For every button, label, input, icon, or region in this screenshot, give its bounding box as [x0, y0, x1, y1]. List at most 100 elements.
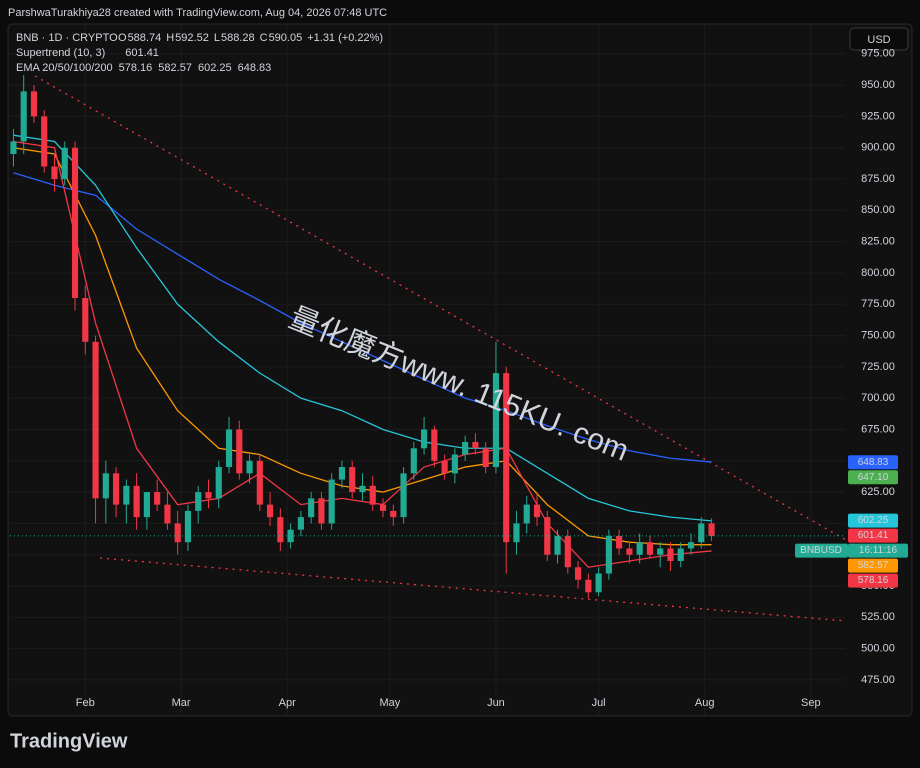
candle-body — [143, 492, 150, 518]
ema-line — [13, 140, 712, 568]
ohlc-value: 590.05 — [269, 32, 303, 44]
candle-body — [20, 91, 27, 142]
candle-body — [328, 479, 335, 524]
candle-body — [297, 517, 304, 530]
candle-body — [215, 467, 222, 499]
ema-line — [13, 134, 712, 522]
candle-body — [472, 442, 479, 449]
candle-body — [667, 548, 674, 561]
candle-body — [267, 504, 274, 518]
candle-body — [451, 454, 458, 474]
candle-body — [51, 166, 58, 180]
candle-body — [564, 535, 571, 568]
chart-panel — [7, 23, 913, 717]
countdown: 16:11:16 — [859, 545, 898, 556]
supertrend-value: 601.41 — [125, 47, 159, 59]
ohlc-key: O — [118, 32, 127, 44]
candle-body — [359, 485, 366, 493]
candle-body — [225, 429, 233, 468]
price-badge-label: 582.57 — [858, 560, 889, 571]
candle-body — [133, 485, 140, 518]
symbol: BNB · 1D · CRYPTO — [16, 32, 118, 44]
candle-body — [308, 498, 315, 518]
candle-body — [698, 523, 705, 543]
ema-value: 602.25 — [198, 62, 232, 74]
symbol-badge — [795, 543, 848, 558]
y-tick-label: 625.00 — [861, 486, 895, 498]
price-badge — [848, 470, 898, 485]
y-tick-label: 700.00 — [861, 392, 895, 404]
legend: BNB · 1D · CRYPTO O 588.74 H 592.52 L 588.28 C 5… — [16, 32, 383, 74]
x-tick-label: Mar — [172, 697, 191, 709]
candle-body — [431, 429, 438, 461]
candle-body — [379, 504, 387, 511]
ohlc-value: 588.28 — [221, 32, 255, 44]
candle-body — [687, 542, 695, 549]
candle-body — [533, 504, 541, 518]
candle-body — [503, 373, 510, 543]
candle-body — [441, 460, 448, 474]
ema-name: EMA 20/50/100/200 — [16, 62, 113, 74]
y-tick-label: 725.00 — [861, 361, 895, 373]
candle-body — [61, 147, 68, 180]
candle-body — [102, 473, 109, 499]
candle-body — [544, 517, 551, 555]
candle-body — [616, 535, 623, 549]
currency-button[interactable] — [849, 27, 909, 51]
candle-body — [154, 492, 161, 505]
attribution: ParshwaTurakhiya28 created with TradingV… — [8, 7, 387, 19]
candle-body — [410, 448, 417, 474]
candle-body — [205, 492, 212, 499]
y-tick-label: 800.00 — [861, 267, 895, 279]
candle-body — [338, 467, 346, 480]
candle-body — [236, 429, 243, 474]
candle-body — [513, 523, 520, 543]
y-tick-label: 825.00 — [861, 236, 895, 248]
y-tick-label: 750.00 — [861, 329, 895, 341]
price-badge — [848, 455, 898, 470]
price-badge — [848, 528, 898, 543]
ema-value: 578.16 — [119, 62, 153, 74]
ohlc-key: L — [214, 32, 220, 44]
candle-body — [482, 448, 489, 468]
price-badge — [848, 543, 908, 558]
ohlc-value: 588.74 — [128, 32, 162, 44]
ema-line — [13, 172, 712, 463]
candle-body — [595, 573, 602, 593]
supertrend-name: Supertrend (10, 3) — [16, 47, 105, 59]
y-tick-label: 500.00 — [861, 643, 895, 655]
y-tick-label: 775.00 — [861, 298, 895, 310]
candle-body — [554, 535, 561, 555]
candle-body — [246, 460, 253, 474]
candle-body — [708, 523, 715, 536]
candle-body — [123, 485, 130, 505]
x-tick-label: Jul — [592, 697, 606, 709]
candle-body — [184, 510, 192, 543]
ohlc-value: 592.52 — [175, 32, 209, 44]
candle-body — [400, 473, 407, 518]
candle-body — [256, 460, 263, 505]
y-tick-label: 925.00 — [861, 110, 895, 122]
y-tick-label: 950.00 — [861, 79, 895, 91]
price-badge — [848, 573, 898, 588]
ema-value: 648.83 — [238, 62, 272, 74]
price-badge-label: 602.25 — [858, 515, 889, 526]
candle-body — [636, 542, 643, 555]
candle-body — [605, 535, 612, 574]
y-tick-label: 675.00 — [861, 423, 895, 435]
y-tick-label: 975.00 — [861, 48, 895, 60]
candle-body — [92, 341, 99, 499]
ohlc-key: C — [260, 32, 268, 44]
price-badge-label: 601.41 — [858, 530, 889, 541]
candle-body — [462, 442, 469, 455]
x-tick-label: Sep — [801, 697, 821, 709]
candle-body — [10, 141, 17, 154]
candle-body — [30, 91, 38, 117]
y-tick-label: 475.00 — [861, 674, 895, 686]
candle-body — [492, 373, 500, 468]
candle-body — [164, 504, 171, 524]
price-badge — [848, 513, 898, 528]
currency-label[interactable]: USD — [867, 34, 890, 46]
